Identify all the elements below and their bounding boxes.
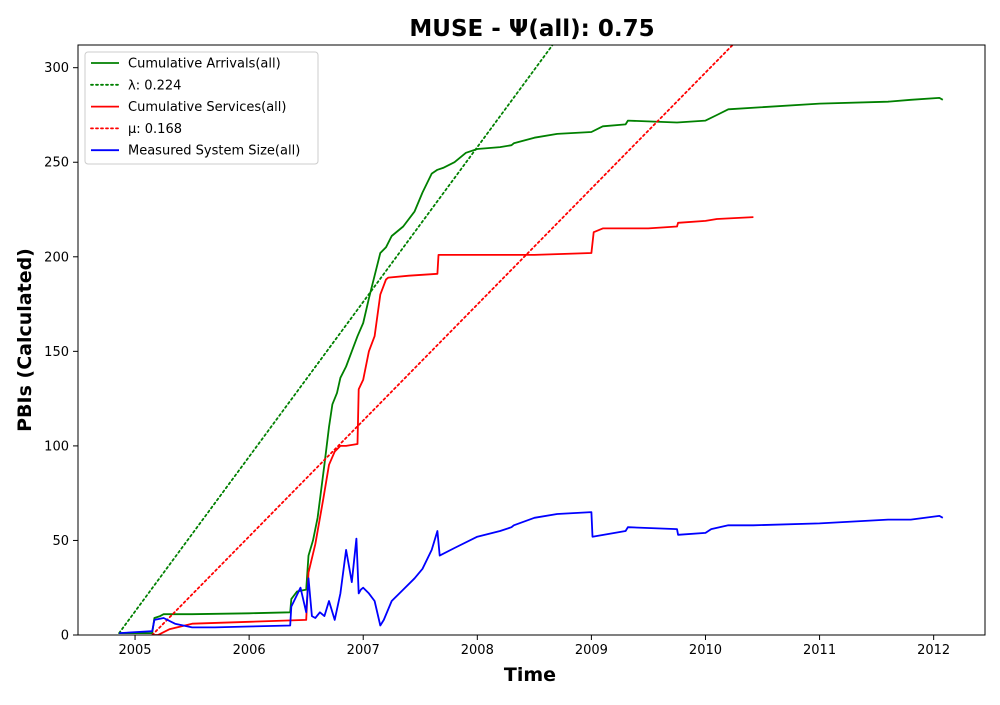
series-line-1: [118, 45, 554, 634]
plot-frame: [77, 44, 986, 636]
legend-box: [84, 51, 319, 165]
x-tick-label: 2011: [803, 643, 836, 658]
x-tick-label: 2006: [233, 643, 266, 658]
x-axis-label: Time: [504, 664, 556, 686]
y-tick-label: 200: [44, 250, 69, 265]
series-line-4: [119, 511, 944, 634]
chart-title: MUSE - Ψ(all): 0.75: [409, 16, 654, 42]
y-tick-label: 250: [44, 156, 69, 171]
x-tick-label: 2009: [575, 643, 608, 658]
legend-label-4: Measured System Size(all): [128, 144, 300, 159]
y-tick-label: 100: [44, 439, 69, 454]
series-line-2: [152, 216, 754, 635]
y-tick-label: 300: [44, 61, 69, 76]
x-tick-label: 2010: [689, 643, 722, 658]
x-tick-label: 2005: [118, 643, 151, 658]
legend-label-0: Cumulative Arrivals(all): [128, 57, 281, 72]
legend-label-1: λ: 0.224: [128, 78, 181, 93]
x-tick-label: 2008: [461, 643, 494, 658]
x-tick-label: 2007: [347, 643, 380, 658]
y-tick-label: 0: [61, 629, 69, 644]
x-tick-label: 2012: [917, 643, 950, 658]
legend-label-3: μ: 0.168: [128, 122, 182, 137]
series-line-3: [151, 45, 734, 635]
legend: Cumulative Arrivals(all) λ: 0.224 Cumulati…: [84, 51, 319, 165]
y-tick-label: 150: [44, 345, 69, 360]
y-axis-label: PBIs (Calculated): [14, 248, 36, 432]
y-tick-label: 50: [52, 534, 69, 549]
series-line-0: [119, 97, 944, 634]
legend-label-2: Cumulative Services(all): [128, 100, 286, 115]
